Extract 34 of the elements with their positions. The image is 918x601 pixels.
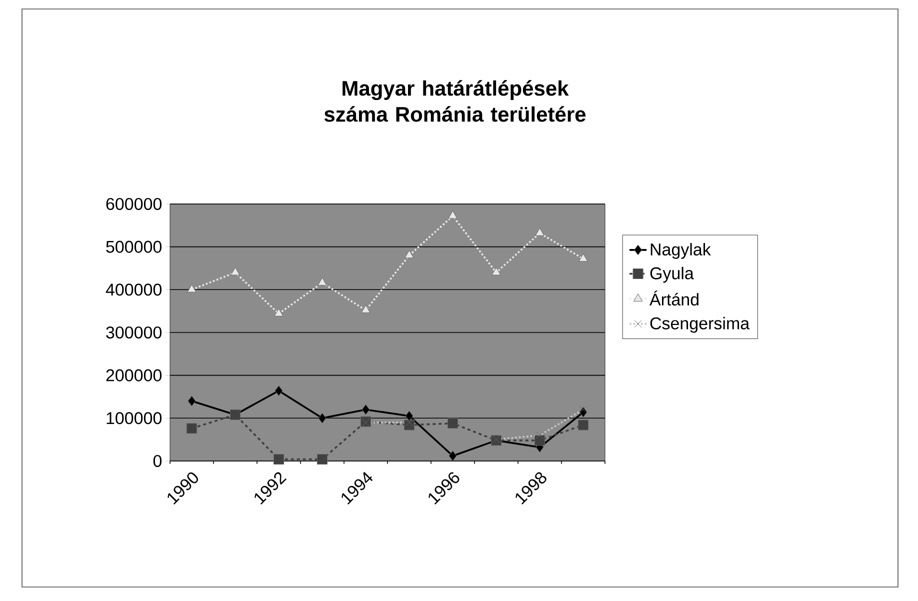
point [448,418,458,429]
y-tick-label: 600000 [106,198,162,210]
point [318,278,327,286]
point [274,454,284,465]
point [362,404,370,415]
legend-label: Nagylak [650,243,711,259]
point [274,385,283,396]
legend-label: Csengersima [650,316,750,333]
y-tick-label: 400000 [106,284,162,296]
chart-title: Magyar határátlépések száma Románia területére [324,80,586,122]
point [230,267,240,276]
y-tick-label: 500000 [106,240,162,253]
point [448,210,458,219]
point [534,435,546,446]
point [492,267,501,276]
y-tick-label: 300000 [106,326,162,339]
legend-label: Ártánd [650,290,698,306]
point [274,308,284,316]
point [187,284,196,292]
point [188,396,196,406]
point [318,412,326,424]
point [404,250,414,258]
point [361,304,370,313]
point [535,228,544,236]
point [405,410,414,422]
legend-label: Gyula [650,266,694,283]
point [578,420,589,430]
point [317,454,328,465]
y-tick-label: 0 [153,454,162,468]
point [578,254,588,262]
point [186,423,198,434]
point [448,450,457,462]
y-tick-label: 100000 [106,412,162,424]
y-tick-label: 200000 [106,369,162,382]
